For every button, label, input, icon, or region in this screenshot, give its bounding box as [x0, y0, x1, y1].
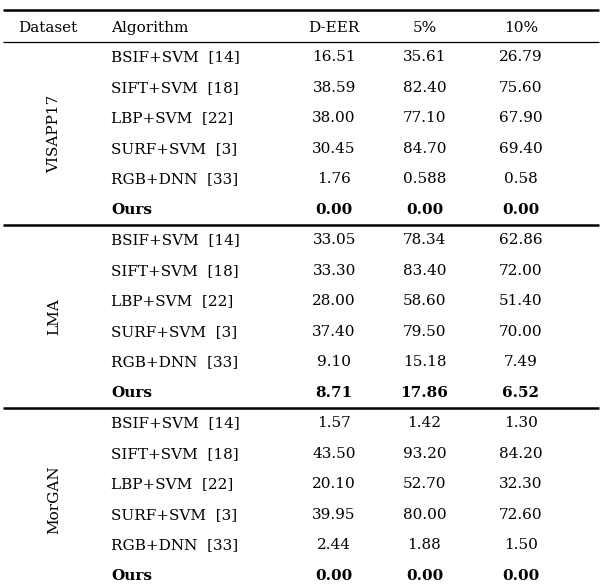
- Text: 79.50: 79.50: [403, 325, 446, 339]
- Text: 58.60: 58.60: [403, 294, 446, 308]
- Text: 1.57: 1.57: [317, 416, 351, 430]
- Text: 82.40: 82.40: [403, 81, 446, 95]
- Text: LBP+SVM  [22]: LBP+SVM [22]: [111, 294, 234, 308]
- Text: 15.18: 15.18: [403, 355, 446, 369]
- Text: 62.86: 62.86: [499, 233, 542, 247]
- Text: 6.52: 6.52: [502, 386, 539, 400]
- Text: 67.90: 67.90: [499, 111, 542, 125]
- Text: 0.00: 0.00: [315, 203, 353, 217]
- Text: LBP+SVM  [22]: LBP+SVM [22]: [111, 477, 234, 491]
- Text: SIFT+SVM  [18]: SIFT+SVM [18]: [111, 264, 239, 278]
- Text: 0.00: 0.00: [502, 203, 539, 217]
- Text: 70.00: 70.00: [499, 325, 542, 339]
- Text: Ours: Ours: [111, 569, 152, 582]
- Text: 7.49: 7.49: [504, 355, 538, 369]
- Text: 72.60: 72.60: [499, 507, 542, 522]
- Text: Ours: Ours: [111, 203, 152, 217]
- Text: 17.86: 17.86: [400, 386, 448, 400]
- Text: 38.00: 38.00: [312, 111, 356, 125]
- Text: 0.58: 0.58: [504, 172, 538, 186]
- Text: LMA: LMA: [47, 298, 61, 335]
- Text: 52.70: 52.70: [403, 477, 446, 491]
- Text: BSIF+SVM  [14]: BSIF+SVM [14]: [111, 416, 240, 430]
- Text: 0.00: 0.00: [406, 203, 443, 217]
- Text: Ours: Ours: [111, 386, 152, 400]
- Text: SURF+SVM  [3]: SURF+SVM [3]: [111, 325, 238, 339]
- Text: 0.00: 0.00: [406, 569, 443, 582]
- Text: 37.40: 37.40: [312, 325, 356, 339]
- Text: 38.59: 38.59: [312, 81, 356, 95]
- Text: D-EER: D-EER: [308, 21, 360, 35]
- Text: 43.50: 43.50: [312, 447, 356, 461]
- Text: 9.10: 9.10: [317, 355, 351, 369]
- Text: RGB+DNN  [33]: RGB+DNN [33]: [111, 539, 238, 552]
- Text: LBP+SVM  [22]: LBP+SVM [22]: [111, 111, 234, 125]
- Text: SIFT+SVM  [18]: SIFT+SVM [18]: [111, 447, 239, 461]
- Text: RGB+DNN  [33]: RGB+DNN [33]: [111, 355, 238, 369]
- Text: VISAPP17: VISAPP17: [47, 94, 61, 173]
- Text: 32.30: 32.30: [499, 477, 542, 491]
- Text: 84.20: 84.20: [499, 447, 542, 461]
- Text: 84.70: 84.70: [403, 142, 446, 156]
- Text: 20.10: 20.10: [312, 477, 356, 491]
- Text: 93.20: 93.20: [403, 447, 446, 461]
- Text: 77.10: 77.10: [403, 111, 446, 125]
- Text: Dataset: Dataset: [18, 21, 77, 35]
- Text: 33.30: 33.30: [312, 264, 356, 278]
- Text: 0.00: 0.00: [502, 569, 539, 582]
- Text: 83.40: 83.40: [403, 264, 446, 278]
- Text: 2.44: 2.44: [317, 539, 351, 552]
- Text: 80.00: 80.00: [403, 507, 446, 522]
- Text: 69.40: 69.40: [499, 142, 542, 156]
- Text: 72.00: 72.00: [499, 264, 542, 278]
- Text: 1.76: 1.76: [317, 172, 351, 186]
- Text: 51.40: 51.40: [499, 294, 542, 308]
- Text: 26.79: 26.79: [499, 50, 542, 64]
- Text: MorGAN: MorGAN: [47, 465, 61, 534]
- Text: 35.61: 35.61: [403, 50, 446, 64]
- Text: 33.05: 33.05: [312, 233, 356, 247]
- Text: 78.34: 78.34: [403, 233, 446, 247]
- Text: 30.45: 30.45: [312, 142, 356, 156]
- Text: SIFT+SVM  [18]: SIFT+SVM [18]: [111, 81, 239, 95]
- Text: SURF+SVM  [3]: SURF+SVM [3]: [111, 142, 238, 156]
- Text: 16.51: 16.51: [312, 50, 356, 64]
- Text: 1.42: 1.42: [408, 416, 441, 430]
- Text: 0.588: 0.588: [403, 172, 446, 186]
- Text: 1.30: 1.30: [504, 416, 538, 430]
- Text: BSIF+SVM  [14]: BSIF+SVM [14]: [111, 233, 240, 247]
- Text: 39.95: 39.95: [312, 507, 356, 522]
- Text: 1.88: 1.88: [408, 539, 441, 552]
- Text: 75.60: 75.60: [499, 81, 542, 95]
- Text: 28.00: 28.00: [312, 294, 356, 308]
- Text: 8.71: 8.71: [315, 386, 353, 400]
- Text: 10%: 10%: [504, 21, 538, 35]
- Text: 5%: 5%: [412, 21, 436, 35]
- Text: RGB+DNN  [33]: RGB+DNN [33]: [111, 172, 238, 186]
- Text: BSIF+SVM  [14]: BSIF+SVM [14]: [111, 50, 240, 64]
- Text: Algorithm: Algorithm: [111, 21, 189, 35]
- Text: SURF+SVM  [3]: SURF+SVM [3]: [111, 507, 238, 522]
- Text: 0.00: 0.00: [315, 569, 353, 582]
- Text: 1.50: 1.50: [504, 539, 538, 552]
